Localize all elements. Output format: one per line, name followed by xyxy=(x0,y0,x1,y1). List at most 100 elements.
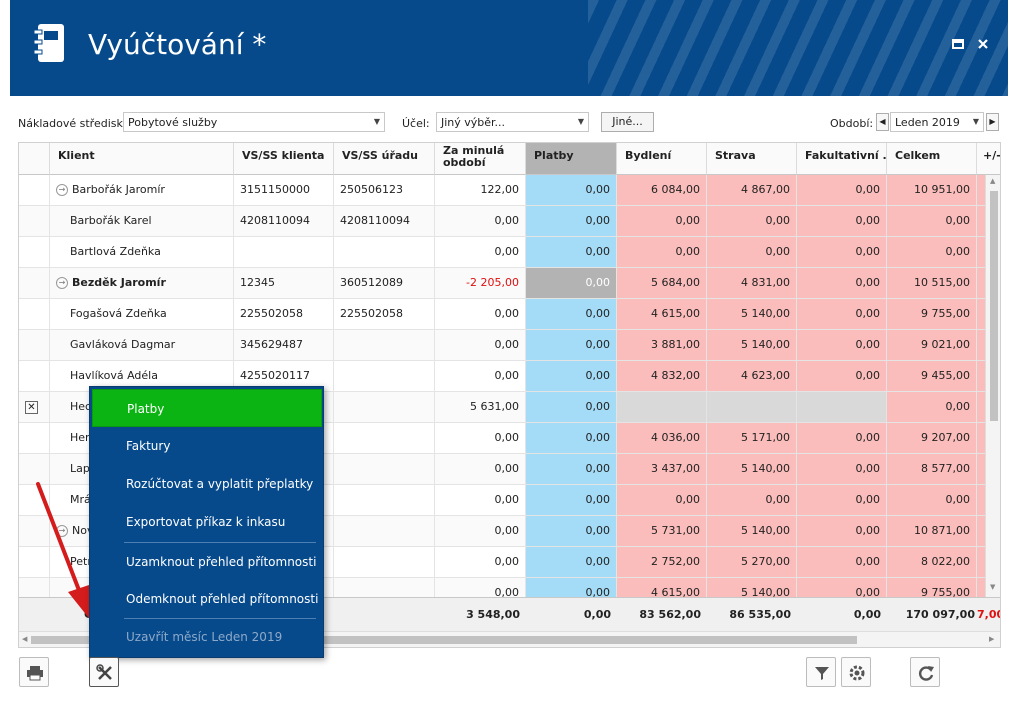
menu-item-export-collection[interactable]: Exportovat příkaz k inkasu xyxy=(126,515,286,529)
cell-total: 0,00 xyxy=(887,392,977,422)
row-selector[interactable] xyxy=(19,299,50,329)
cell-prev: 0,00 xyxy=(435,423,526,453)
col-header-housing[interactable]: Bydlení xyxy=(617,143,707,175)
col-header-food[interactable]: Strava xyxy=(707,143,797,175)
checkbox-x-icon[interactable]: ✕ xyxy=(25,401,38,414)
col-header-vs-office[interactable]: VS/SS úřadu xyxy=(334,143,435,175)
vertical-scrollbar[interactable]: ▲ ▼ xyxy=(985,175,1000,597)
vertical-scroll-thumb[interactable] xyxy=(990,191,998,421)
print-button[interactable] xyxy=(19,657,49,687)
scroll-right-icon[interactable]: ▶ xyxy=(989,635,995,643)
col-header-total[interactable]: Celkem xyxy=(887,143,977,175)
cell-housing: 4 036,00 xyxy=(617,423,707,453)
menu-item-unlock-attendance[interactable]: Odemknout přehled přítomnosti xyxy=(126,592,319,606)
row-selector[interactable] xyxy=(19,330,50,360)
refresh-button[interactable] xyxy=(910,657,940,687)
horizontal-scroll-thumb[interactable] xyxy=(31,636,857,644)
cell-optional: 0,00 xyxy=(797,330,887,360)
cell-vs-office xyxy=(334,330,435,360)
table-row[interactable]: Bartlová Zdeňka 0,00 0,00 0,00 0,00 0,00 0,00 xyxy=(19,237,990,268)
table-row[interactable]: Barbořák Karel 4208110094 4208110094 0,00 0,… xyxy=(19,206,990,237)
period-select[interactable]: Leden 2019 ▼ xyxy=(890,112,984,132)
scroll-down-icon[interactable]: ▼ xyxy=(990,583,996,591)
table-row[interactable]: Mrá 0,00 0,00 0,00 0,00 0,00 0,00 xyxy=(19,485,990,516)
cell-optional: 0,00 xyxy=(797,299,887,329)
menu-item-invoices[interactable]: Faktury xyxy=(126,439,171,453)
row-selector[interactable] xyxy=(19,268,50,298)
client-name: Gavláková Dagmar xyxy=(70,338,176,351)
filter-toolbar: Nákladové středisko: Pobytové služby ▼ Ú… xyxy=(18,110,1000,136)
menu-item-settle-overpayments[interactable]: Rozúčtovat a vyplatit přeplatky xyxy=(126,477,314,491)
cell-payments: 0,00 xyxy=(526,547,617,577)
cell-vs-office xyxy=(334,485,435,515)
cell-vs-office xyxy=(334,237,435,267)
table-row[interactable]: Fogašová Zdeňka 225502058 225502058 0,00 0,0… xyxy=(19,299,990,330)
menu-item-payments[interactable]: Platby xyxy=(92,389,322,427)
table-row[interactable]: Petr 0,00 0,00 2 752,00 5 270,00 0,00 8 022,00 xyxy=(19,547,990,578)
row-selector[interactable] xyxy=(19,423,50,453)
row-selector[interactable]: ✕ xyxy=(19,392,50,422)
row-selector[interactable] xyxy=(19,454,50,484)
cell-optional: 0,00 xyxy=(797,547,887,577)
gear-icon xyxy=(849,665,865,681)
totals-food: 86 535,00 xyxy=(729,608,791,621)
purpose-select[interactable]: Jiný výběr... ▼ xyxy=(436,112,589,132)
tools-button[interactable] xyxy=(89,657,119,687)
cell-optional: 0,00 xyxy=(797,423,887,453)
other-button[interactable]: Jiné... xyxy=(601,112,654,132)
cell-payments: 0,00 xyxy=(526,361,617,391)
printer-icon xyxy=(27,666,43,681)
row-selector[interactable] xyxy=(19,175,50,205)
col-header-diff[interactable]: +/- xyxy=(977,143,1000,175)
client-name: Mrá xyxy=(70,493,91,506)
menu-separator xyxy=(124,542,316,543)
cell-vs-client xyxy=(234,392,334,422)
filter-button[interactable] xyxy=(806,657,836,687)
cell-total: 9 755,00 xyxy=(887,299,977,329)
cell-prev: 5 631,00 xyxy=(435,392,526,422)
close-icon[interactable] xyxy=(975,38,991,54)
col-header-optional[interactable]: Fakultativní ... xyxy=(797,143,887,175)
table-row[interactable]: → Nov 0,00 0,00 5 731,00 5 140,00 0,00 10 871,0… xyxy=(19,516,990,547)
client-name: Lapl xyxy=(70,462,93,475)
period-prev-button[interactable]: ◀ xyxy=(876,113,889,131)
cell-vs-client: 3151150000 xyxy=(234,175,334,205)
cell-client: Havlíková Adéla xyxy=(50,361,234,391)
cell-housing: 5 684,00 xyxy=(617,268,707,298)
col-header-prev-periods[interactable]: Za minulá období xyxy=(435,143,526,175)
cell-vs-client: 4255020117 xyxy=(234,361,334,391)
row-selector[interactable] xyxy=(19,237,50,267)
menu-item-lock-attendance[interactable]: Uzamknout přehled přítomnosti xyxy=(126,555,317,569)
table-row[interactable]: → Bezděk Jaromír 12345 360512089 -2 205,00 0,… xyxy=(19,268,990,299)
row-selector[interactable] xyxy=(19,516,50,546)
client-name: Barbořák Jaromír xyxy=(72,183,165,196)
menu-item-close-month: Uzavřít měsíc Leden 2019 xyxy=(126,630,283,644)
row-selector[interactable] xyxy=(19,485,50,515)
table-row[interactable]: Herc 0,00 0,00 4 036,00 5 171,00 0,00 9 207,00 xyxy=(19,423,990,454)
cell-prev: 0,00 xyxy=(435,361,526,391)
cell-total: 0,00 xyxy=(887,206,977,236)
cell-vs-client: 345629487 xyxy=(234,330,334,360)
row-selector[interactable] xyxy=(19,578,50,608)
maximize-icon[interactable] xyxy=(950,38,966,54)
cell-vs-client xyxy=(234,578,334,608)
row-selector[interactable] xyxy=(19,206,50,236)
period-next-button[interactable]: ▶ xyxy=(986,113,999,131)
col-header-client[interactable]: Klient xyxy=(50,143,234,175)
row-selector[interactable] xyxy=(19,361,50,391)
cost-center-select[interactable]: Pobytové služby ▼ xyxy=(123,112,385,132)
row-selector[interactable] xyxy=(19,547,50,577)
table-row[interactable]: → Barbořák Jaromír 3151150000 250506123 122,… xyxy=(19,175,990,206)
expand-arrow-icon[interactable]: → xyxy=(56,277,68,289)
cell-total: 8 577,00 xyxy=(887,454,977,484)
settings-button[interactable] xyxy=(841,657,871,687)
col-header-payments[interactable]: Platby xyxy=(526,143,617,175)
table-row[interactable]: Gavláková Dagmar 345629487 0,00 0,00 3 881,0… xyxy=(19,330,990,361)
scroll-up-icon[interactable]: ▲ xyxy=(990,177,996,185)
cell-optional xyxy=(797,392,887,422)
expand-arrow-icon[interactable]: → xyxy=(56,184,68,196)
cell-food: 5 140,00 xyxy=(707,299,797,329)
col-header-vs-client[interactable]: VS/SS klienta xyxy=(234,143,334,175)
table-row[interactable]: Havlíková Adéla 4255020117 0,00 0,00 4 832,0… xyxy=(19,361,990,392)
scroll-left-icon[interactable]: ◀ xyxy=(22,635,28,643)
